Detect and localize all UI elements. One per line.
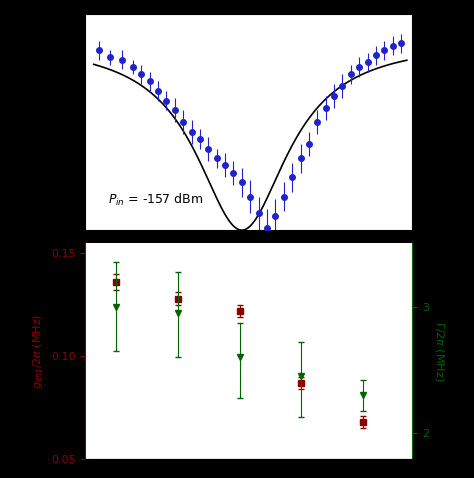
Y-axis label: $\Gamma/2\pi$ (MHz): $\Gamma/2\pi$ (MHz) <box>433 321 446 381</box>
Y-axis label: $g_{ens}/2\pi$ (MHz): $g_{ens}/2\pi$ (MHz) <box>31 313 46 389</box>
Text: $P_{in}$ = -157 dBm: $P_{in}$ = -157 dBm <box>108 192 203 208</box>
